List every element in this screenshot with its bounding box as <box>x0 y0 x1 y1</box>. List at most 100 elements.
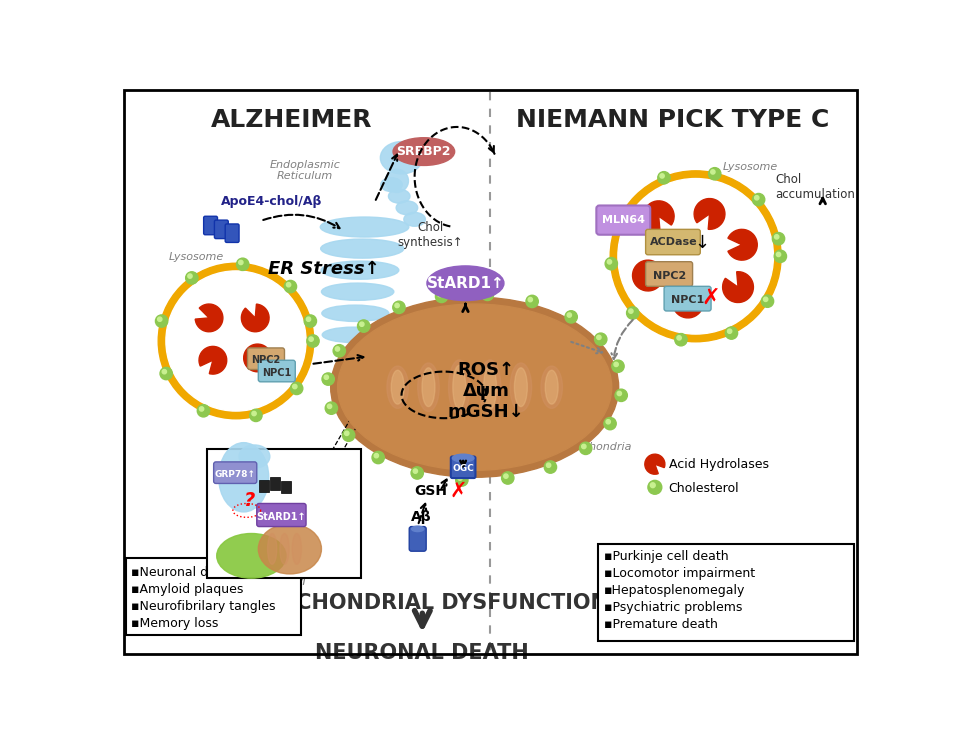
Ellipse shape <box>449 360 470 414</box>
Circle shape <box>648 481 662 495</box>
Circle shape <box>293 385 297 388</box>
Circle shape <box>582 444 586 449</box>
Ellipse shape <box>292 534 301 565</box>
Text: ↓: ↓ <box>694 234 709 251</box>
FancyBboxPatch shape <box>280 481 291 494</box>
Ellipse shape <box>239 445 270 468</box>
Text: GSH: GSH <box>414 484 447 498</box>
Ellipse shape <box>422 368 434 407</box>
Circle shape <box>762 295 773 307</box>
Wedge shape <box>643 201 674 231</box>
FancyBboxPatch shape <box>596 206 650 235</box>
Ellipse shape <box>541 366 563 408</box>
Circle shape <box>612 360 624 372</box>
Ellipse shape <box>158 263 314 419</box>
Circle shape <box>752 194 765 206</box>
Text: Chol
accumulation: Chol accumulation <box>775 172 855 200</box>
Text: NEURONAL DEATH: NEURONAL DEATH <box>316 643 529 663</box>
Circle shape <box>568 313 571 317</box>
Text: mGSH↓: mGSH↓ <box>448 403 524 421</box>
FancyBboxPatch shape <box>646 262 693 287</box>
Circle shape <box>155 315 167 327</box>
Circle shape <box>627 307 639 319</box>
Circle shape <box>604 417 616 430</box>
Text: ✗: ✗ <box>701 288 721 308</box>
Circle shape <box>660 174 664 178</box>
FancyBboxPatch shape <box>410 526 426 551</box>
FancyBboxPatch shape <box>214 220 229 239</box>
Ellipse shape <box>387 366 409 408</box>
Ellipse shape <box>483 366 497 409</box>
Text: SREBP2: SREBP2 <box>396 145 451 158</box>
Circle shape <box>651 483 656 488</box>
Circle shape <box>162 369 167 374</box>
Text: StARD1↑: StARD1↑ <box>256 511 306 522</box>
Ellipse shape <box>268 534 277 565</box>
Circle shape <box>764 297 768 301</box>
Text: ACDase: ACDase <box>650 237 697 248</box>
Circle shape <box>372 451 385 464</box>
Circle shape <box>618 210 623 214</box>
Text: ALZHEIMER: ALZHEIMER <box>211 108 372 132</box>
Circle shape <box>755 195 759 200</box>
Circle shape <box>774 250 787 262</box>
Circle shape <box>597 335 601 340</box>
Circle shape <box>594 333 607 346</box>
Circle shape <box>250 409 262 422</box>
FancyBboxPatch shape <box>213 462 256 483</box>
Circle shape <box>481 288 494 301</box>
Text: MLN64: MLN64 <box>602 215 645 225</box>
Wedge shape <box>633 260 663 291</box>
Wedge shape <box>723 272 753 302</box>
Circle shape <box>629 309 633 313</box>
Circle shape <box>580 442 591 455</box>
Text: Mitochondria: Mitochondria <box>560 442 632 453</box>
Circle shape <box>333 345 345 357</box>
Text: NPC2: NPC2 <box>252 355 280 366</box>
Ellipse shape <box>216 534 286 578</box>
Text: ▪Premature death: ▪Premature death <box>604 618 718 631</box>
Circle shape <box>457 476 462 481</box>
Circle shape <box>617 391 621 396</box>
Text: ▪Neurofibrilary tangles: ▪Neurofibrilary tangles <box>131 600 276 612</box>
FancyBboxPatch shape <box>207 449 361 578</box>
Text: Chol
synthesis↑: Chol synthesis↑ <box>397 221 463 249</box>
Circle shape <box>616 208 629 220</box>
Circle shape <box>284 280 297 293</box>
Ellipse shape <box>322 305 389 321</box>
Circle shape <box>772 233 785 245</box>
Ellipse shape <box>417 363 439 411</box>
Circle shape <box>776 252 781 256</box>
Text: Endoplasmic
Reticulum: Endoplasmic Reticulum <box>270 160 341 181</box>
Ellipse shape <box>331 297 618 478</box>
FancyBboxPatch shape <box>256 503 306 526</box>
Circle shape <box>291 383 302 394</box>
Circle shape <box>727 329 732 333</box>
Ellipse shape <box>510 363 532 411</box>
Text: NPC2: NPC2 <box>653 270 686 281</box>
Circle shape <box>503 474 508 478</box>
FancyBboxPatch shape <box>270 478 279 489</box>
Circle shape <box>335 347 340 351</box>
Ellipse shape <box>545 370 558 404</box>
Text: Lysosome: Lysosome <box>723 162 778 172</box>
Circle shape <box>437 293 442 297</box>
Circle shape <box>186 272 198 284</box>
Circle shape <box>774 234 779 239</box>
Text: StARD1↑: StARD1↑ <box>427 276 504 291</box>
Text: ER Stress↑: ER Stress↑ <box>268 260 380 279</box>
Ellipse shape <box>166 271 306 411</box>
Text: ▪Memory loss: ▪Memory loss <box>131 617 218 629</box>
Circle shape <box>565 311 577 323</box>
Circle shape <box>413 469 417 473</box>
FancyBboxPatch shape <box>258 360 296 382</box>
Text: ROS↑: ROS↑ <box>457 361 515 380</box>
Text: OGC: OGC <box>453 464 474 472</box>
Circle shape <box>606 419 611 424</box>
Ellipse shape <box>380 142 423 174</box>
Circle shape <box>322 373 334 385</box>
Circle shape <box>160 367 172 380</box>
Circle shape <box>657 172 670 184</box>
Text: Lysosome: Lysosome <box>168 252 224 262</box>
Ellipse shape <box>453 454 474 462</box>
